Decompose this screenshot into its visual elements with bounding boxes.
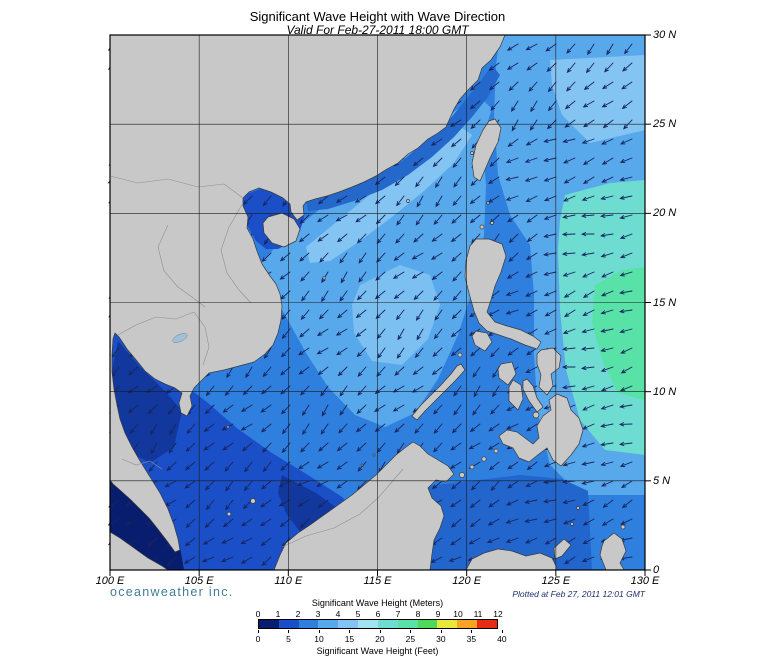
feet-tick-value: 40 (497, 634, 507, 644)
meters-tick-value: 12 (493, 609, 503, 619)
feet-tickmark (410, 630, 412, 633)
meters-tick-value: 9 (435, 609, 441, 619)
feet-tickmark (349, 630, 351, 633)
x-tick-label: 125 E (541, 575, 571, 587)
feet-tickmark (440, 630, 442, 633)
meters-tick-value: 6 (375, 609, 381, 619)
map-frame-border (109, 34, 646, 571)
country-borders (109, 175, 404, 548)
page-title: Significant Wave Height with Wave Direct… (249, 9, 506, 24)
meters-tick-value: 8 (415, 609, 421, 619)
axis-ticks (109, 34, 651, 576)
feet-tickmark (379, 630, 381, 633)
x-tick-label: 105 E (184, 575, 214, 587)
oceanweather-logo: oceanweather inc. (110, 585, 234, 599)
y-axis-labels: 0 5 N 10 N 15 N 20 N 25 N 30 N (653, 29, 698, 576)
colorbar (258, 619, 498, 629)
map-area (107, 34, 651, 576)
colorbar-segment (477, 620, 497, 628)
feet-tickmark (258, 630, 259, 633)
meters-tick-value: 7 (395, 609, 401, 619)
feet-tick-value: 5 (286, 634, 291, 644)
y-tick-label: 10 N (653, 385, 677, 398)
y-tick-label: 5 N (653, 474, 671, 487)
landmasses (109, 34, 627, 571)
meters-tick-value: 11 (473, 609, 483, 619)
feet-tick-value: 30 (436, 634, 446, 644)
y-tick-label: 0 (653, 564, 660, 576)
meters-tick-value: 1 (275, 609, 281, 619)
y-tick-label: 25 N (653, 118, 677, 131)
x-tick-label: 100 E (95, 575, 125, 587)
feet-tickmark (318, 630, 320, 633)
y-tick-label: 20 N (653, 207, 677, 220)
colorbar-segment (417, 620, 438, 628)
feet-tick-value: 15 (344, 634, 355, 644)
colorbar-segment (377, 620, 398, 628)
feet-tick-value: 25 (405, 634, 416, 644)
x-tick-label: 120 E (452, 575, 482, 587)
y-tick-label: 15 N (653, 296, 677, 309)
meters-tick-value: 0 (255, 609, 261, 619)
colorbar-segment (318, 620, 339, 628)
colorbar-legend: 0 1 2 3 4 5 6 7 8 9 10 11 12 0 5 10 15 20 25 30 35 40 (256, 609, 507, 645)
colorbar-segment (397, 620, 418, 628)
x-tick-label: 130 E (630, 575, 660, 587)
page-subtitle: Valid For Feb-27-2011 18:00 GMT (286, 23, 469, 37)
meters-tick-value: 3 (315, 609, 321, 619)
colorbar-segment (437, 620, 458, 628)
colorbar-segment (278, 620, 299, 628)
feet-tickmark (501, 630, 503, 633)
meters-tick-value: 2 (295, 609, 301, 619)
wave-map-canvas (107, 34, 651, 576)
x-tick-label: 110 E (274, 575, 303, 587)
x-tick-label: 115 E (363, 575, 392, 587)
feet-tick-value: 0 (255, 634, 261, 644)
feet-tickmark (471, 630, 473, 633)
feet-tick-value: 20 (375, 634, 385, 644)
plotted-timestamp: Plotted at Feb 27, 2011 12:01 GMT (512, 589, 645, 599)
feet-tick-value: 10 (314, 634, 324, 644)
meters-tick-value: 5 (355, 609, 361, 619)
y-tick-label: 30 N (653, 29, 677, 41)
legend-meters-label: Significant Wave Height (Meters) (311, 598, 444, 608)
meters-tick-value: 10 (453, 609, 463, 619)
feet-tick-value: 35 (466, 634, 477, 644)
legend-feet-label: Significant Wave Height (Feet) (316, 646, 439, 656)
x-axis-labels: 100 E 105 E 110 E 115 E 120 E 125 E 130 E (96, 575, 660, 589)
graticule (110, 35, 645, 570)
colorbar-segment (358, 620, 378, 628)
feet-tickmark (288, 630, 290, 633)
meters-tick-value: 4 (335, 609, 341, 619)
colorbar-segment (457, 620, 478, 628)
colorbar-segment (259, 620, 279, 628)
colorbar-segment (338, 620, 359, 628)
colorbar-segment (298, 620, 319, 628)
tonle-sap-lake (172, 333, 188, 343)
